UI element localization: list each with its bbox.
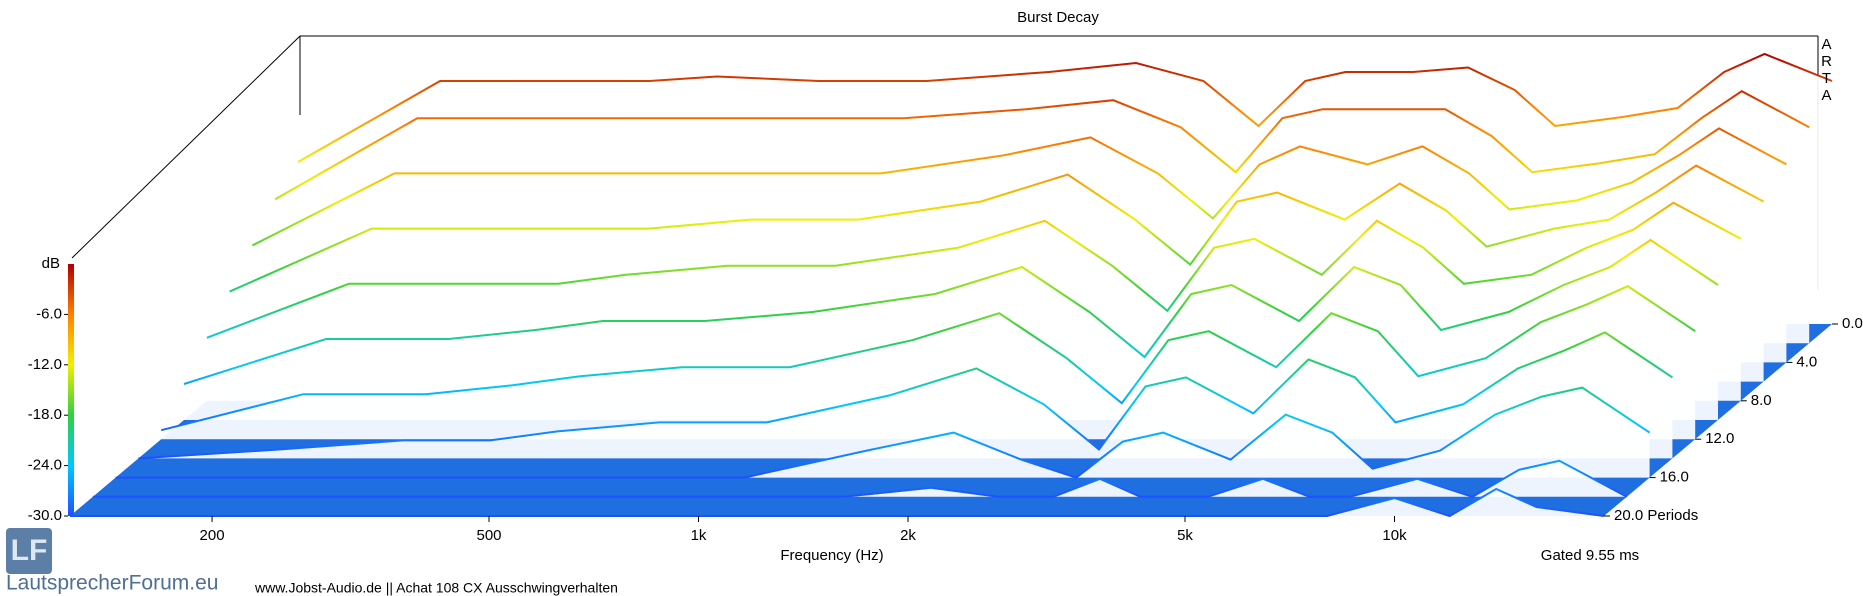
decay-slice [229,164,1765,293]
logo-box [6,528,52,574]
logo-site: LautsprecherForum.eu [6,572,218,595]
colorbar-label: dB [42,255,60,272]
x-tick-label: 2k [900,527,916,544]
decay-slice [297,52,1833,163]
x-tick-label: 200 [200,527,225,544]
y-tick-label: 12.0 [1705,430,1734,447]
decay-slice [92,459,1628,498]
y-tick-label: 20.0 Periods [1614,507,1698,524]
slice-fill [115,387,1650,478]
colorbar-tick-label: -18.0 [28,406,62,423]
decay-slice [251,127,1787,247]
watermark: ARTA [1818,36,1835,104]
decay-slice [138,331,1673,460]
colorbar-tick-label: -24.0 [28,457,62,474]
decay-slice [115,386,1651,479]
x-tick-label: 10k [1382,527,1407,544]
slice-fill [92,460,1627,497]
decay-slice [160,285,1696,432]
x-tick-label: 500 [476,527,501,544]
x-tick-label: 1k [691,527,707,544]
x-axis-label: Frequency (Hz) [780,547,883,564]
y-tick-label: 16.0 [1660,469,1689,486]
decay-slice [206,201,1742,339]
colorbar-tick-label: -12.0 [28,356,62,373]
colorbar [68,264,74,516]
gate-note: Gated 9.55 ms [1541,547,1639,564]
logo-mark: LF [11,534,48,567]
colorbar-tick-label: -6.0 [36,305,62,322]
frame-line [71,35,301,259]
decay-slice [183,238,1719,385]
decay-slice [70,487,1605,518]
footer: www.Jobst-Audio.de || Achat 108 CX Aussc… [254,580,618,596]
y-tick-label: 0.0 [1842,315,1863,332]
chart-title: Burst Decay [1017,9,1099,26]
x-tick-label: 5k [1177,527,1193,544]
colorbar-tick-label: -30.0 [28,507,62,524]
y-tick-label: 8.0 [1751,392,1772,409]
decay-slice [274,90,1810,201]
y-tick-label: 4.0 [1796,353,1817,370]
